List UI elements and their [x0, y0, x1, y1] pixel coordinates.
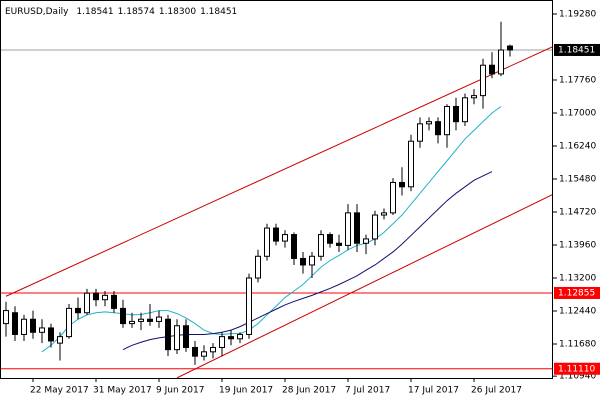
candle-body [399, 181, 405, 188]
candle-body [66, 307, 72, 338]
candle-body [174, 325, 180, 351]
y-tick-label: 1.17760 [559, 75, 596, 85]
chart-header: EURUSD,Daily 1.18541 1.18574 1.18300 1.18451 [5, 7, 237, 17]
candle-body [507, 45, 513, 51]
candle-body [183, 325, 189, 348]
level-label-box [554, 286, 600, 299]
candle-body [138, 318, 144, 322]
candle-body [48, 327, 54, 342]
quote-value: 1.18541 [76, 7, 113, 17]
quote-value: 1.18574 [118, 7, 155, 17]
candle-body [300, 257, 306, 266]
x-tick-label: 28 Jun 2017 [282, 386, 336, 396]
candle-body [102, 294, 108, 301]
candle-body [462, 97, 468, 123]
candle-body [165, 318, 171, 351]
candle-body [255, 255, 261, 279]
candle-body [309, 255, 315, 266]
candle-body [273, 227, 279, 242]
moving-average [41, 106, 502, 353]
x-tick-label: 22 May 2017 [30, 386, 89, 396]
candle-body [84, 292, 90, 314]
candle-body [156, 316, 162, 322]
candle-body [192, 346, 198, 357]
candle-body [381, 212, 387, 216]
candle-body [363, 238, 369, 244]
y-tick-label: 1.16240 [559, 141, 596, 151]
level-label: 1.12855 [558, 288, 595, 298]
candle-body [201, 351, 207, 357]
candle-body [426, 121, 432, 125]
candle-body [3, 310, 9, 325]
level-label: 1.11110 [558, 364, 595, 374]
y-tick-label: 1.14720 [559, 207, 596, 217]
candle-body [480, 64, 486, 97]
x-tick-label: 7 Jul 2017 [345, 386, 390, 396]
candle-body [120, 307, 126, 325]
candle-body [354, 212, 360, 244]
candle-body [327, 234, 333, 244]
candle-body [264, 227, 270, 257]
candle-body [147, 318, 153, 322]
candle-body [12, 312, 18, 335]
candle-body [21, 318, 27, 335]
x-tick-label: 19 Jun 2017 [219, 386, 273, 396]
candle-body [291, 234, 297, 259]
candle-body [498, 49, 504, 75]
y-tick-label: 1.19280 [559, 9, 596, 19]
candle-body [210, 346, 216, 353]
trendline [5, 46, 553, 297]
candle-body [336, 242, 342, 246]
x-tick-label: 26 Jul 2017 [471, 386, 522, 396]
candle-body [471, 95, 477, 99]
candle-body [75, 307, 81, 314]
y-tick-label: 1.10940 [559, 372, 596, 382]
y-tick-label: 1.17000 [559, 108, 596, 118]
candle-body [57, 336, 63, 344]
candle-body [444, 105, 450, 136]
symbol: EURUSD,Daily [5, 7, 69, 17]
candle-body [129, 320, 135, 325]
level-label: 1.18451 [558, 45, 595, 55]
quote-value: 1.18451 [200, 7, 237, 17]
candle-body [282, 234, 288, 242]
candle-body [39, 327, 45, 333]
candle-body [408, 140, 414, 188]
y-tick-label: 1.11680 [559, 339, 596, 349]
y-tick-label: 1.12440 [559, 306, 596, 316]
quote-value: 1.18300 [159, 7, 196, 17]
level-label-box [554, 43, 600, 56]
candle-body [372, 214, 378, 240]
x-tick-label: 9 Jun 2017 [156, 386, 204, 396]
level-label-box [554, 362, 600, 375]
y-tick-label: 1.13960 [559, 240, 596, 250]
candle-body [237, 333, 243, 340]
candle-body [30, 318, 36, 333]
plot-area [0, 21, 553, 378]
plot-frame [0, 0, 553, 379]
candle-body [93, 292, 99, 301]
candle-body [246, 277, 252, 335]
y-tick-label: 1.15480 [559, 174, 596, 184]
candle-body [318, 234, 324, 257]
candle-body [435, 121, 441, 136]
candle-body [111, 294, 117, 309]
candle-body [219, 336, 225, 348]
candle-body [489, 64, 495, 75]
candle-body [453, 105, 459, 123]
x-tick-label: 31 May 2017 [93, 386, 152, 396]
x-tick-label: 17 Jul 2017 [408, 386, 459, 396]
candle-body [390, 181, 396, 214]
y-tick-label: 1.13200 [559, 273, 596, 283]
trendline [176, 193, 553, 378]
candle-body [228, 336, 234, 340]
candle-body [417, 123, 423, 142]
candle-body [345, 212, 351, 246]
